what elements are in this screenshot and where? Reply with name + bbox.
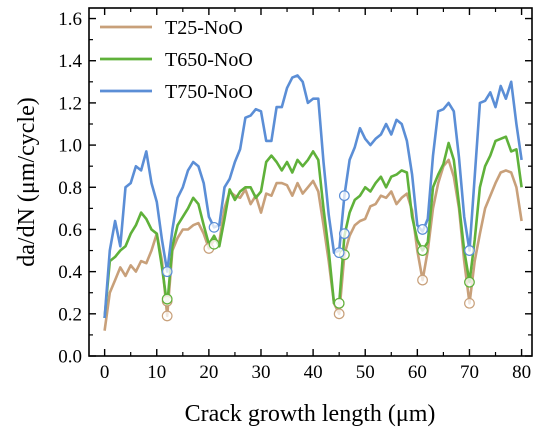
x-tick-label-4: 40	[304, 362, 323, 383]
marker-1-0	[161, 293, 173, 305]
y-tick-label-3: 0.6	[58, 220, 82, 241]
y-tick-label-4: 0.8	[58, 178, 82, 199]
x-tick-label-3: 30	[251, 362, 270, 383]
legend-label-0: T25-NoO	[165, 17, 243, 39]
marker-1-5	[464, 276, 475, 288]
y-tick-label-5: 1.0	[58, 136, 82, 157]
y-axis-title: da/dN (μm/cycle)	[14, 97, 40, 266]
series-line-2	[103, 74, 523, 319]
marker-2-3	[338, 228, 350, 240]
series-line-0	[103, 158, 523, 331]
x-tick-label-1: 10	[147, 362, 166, 383]
x-tick-label-7: 70	[460, 362, 479, 383]
marker-0-0	[161, 310, 173, 322]
marker-1-2	[333, 297, 345, 309]
x-tick-label-0: 0	[100, 362, 110, 383]
x-axis-title: Crack growth length (μm)	[185, 401, 436, 427]
series-layer	[103, 74, 523, 331]
marker-0-6	[464, 297, 475, 309]
marker-0-5	[417, 274, 428, 286]
y-tick-label-1: 0.2	[58, 304, 82, 325]
plot-frame	[88, 7, 533, 357]
x-tick-label-8: 80	[512, 362, 531, 383]
marker-2-4	[338, 190, 350, 202]
x-tick-label-5: 50	[356, 362, 375, 383]
legend-label-2: T750-NoO	[165, 81, 253, 103]
marker-2-5	[417, 224, 428, 235]
marker-1-1	[208, 238, 220, 250]
marker-2-6	[464, 245, 475, 256]
y-tick-label-7: 1.4	[58, 51, 82, 72]
legend-label-1: T650-NoO	[165, 49, 253, 71]
series-line-1	[103, 135, 523, 319]
marker-2-0	[161, 266, 173, 278]
y-tick-label-8: 1.6	[58, 9, 82, 30]
x-tick-label-2: 20	[199, 362, 218, 383]
y-tick-label-0: 0.0	[58, 347, 82, 368]
x-tick-label-6: 60	[408, 362, 427, 383]
y-tick-label-6: 1.2	[58, 93, 82, 114]
marker-1-4	[417, 245, 428, 256]
ticks-layer	[89, 8, 532, 357]
tick-labels-layer: 0 10 20 30 40 50 60 70 80 0.0 0.2 0.4 0.6 0.8 1.0 1.2 1.…	[58, 9, 531, 383]
marker-0-3	[333, 308, 345, 320]
marker-2-2	[333, 247, 345, 259]
legend: T25-NoO T650-NoO T750-NoO	[100, 17, 253, 103]
y-tick-label-2: 0.4	[58, 262, 82, 283]
marker-layer	[161, 190, 475, 322]
marker-2-1	[208, 221, 220, 233]
